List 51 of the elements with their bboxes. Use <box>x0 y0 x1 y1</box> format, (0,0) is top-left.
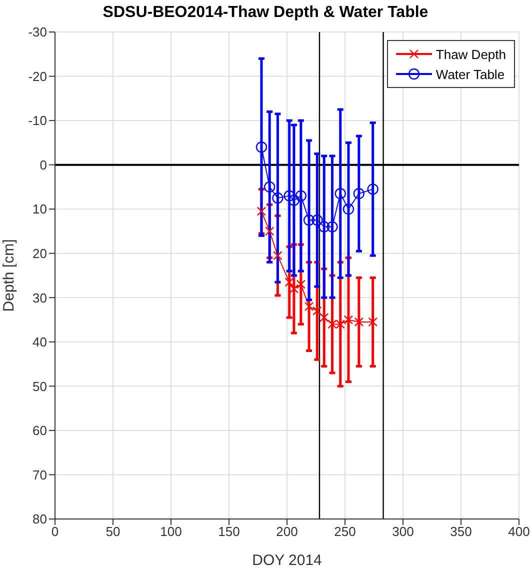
x-tick-label: 250 <box>334 524 356 540</box>
y-tick-label: 70 <box>32 467 47 482</box>
x-tick-label: 400 <box>508 524 530 540</box>
point <box>272 192 284 204</box>
y-tick-label: 30 <box>32 290 47 306</box>
y-tick-label: 0 <box>40 157 47 172</box>
point <box>273 250 282 260</box>
y-tick-label: 40 <box>32 334 47 350</box>
point <box>326 221 338 232</box>
point <box>344 315 354 324</box>
point <box>312 214 323 226</box>
x-tick-label: 300 <box>392 524 414 540</box>
point <box>288 194 300 206</box>
point <box>353 188 365 200</box>
point <box>312 306 322 316</box>
point <box>256 142 268 153</box>
point <box>265 226 274 236</box>
point <box>256 206 266 216</box>
point <box>334 188 346 200</box>
y-tick-label: 50 <box>32 378 47 394</box>
point <box>289 284 299 294</box>
point <box>304 302 314 312</box>
x-tick-label: 200 <box>276 524 298 540</box>
y-tick-label: 80 <box>32 512 47 527</box>
y-tick-label: 10 <box>32 202 47 217</box>
point <box>264 181 276 193</box>
point <box>303 214 315 226</box>
y-tick-label: -10 <box>28 113 47 128</box>
legend-label: Water Table <box>436 66 505 82</box>
y-tick-label: -30 <box>28 24 47 40</box>
x-tick-label: 0 <box>51 524 59 540</box>
chart-title: SDSU-BEO2014-Thaw Depth & Water Table <box>102 3 430 22</box>
y-tick-label: 20 <box>32 246 47 261</box>
point <box>368 317 378 327</box>
x-tick-label: 350 <box>450 524 472 540</box>
point <box>318 221 330 232</box>
x-tick-label: 50 <box>106 524 120 540</box>
point <box>354 317 364 327</box>
y-axis-title: Depth [cm] <box>0 239 18 312</box>
y-tick-label: 60 <box>32 423 47 438</box>
x-axis-title: DOY 2014 <box>252 552 322 569</box>
x-tick-label: 150 <box>218 524 240 540</box>
legend-label: Thaw Depth <box>436 46 506 62</box>
point <box>320 312 329 322</box>
point <box>342 203 354 215</box>
point <box>295 190 307 202</box>
point <box>296 280 306 289</box>
point <box>284 278 294 287</box>
y-tick-label: -20 <box>28 68 47 84</box>
x-tick-label: 100 <box>160 524 182 540</box>
point <box>367 184 378 195</box>
